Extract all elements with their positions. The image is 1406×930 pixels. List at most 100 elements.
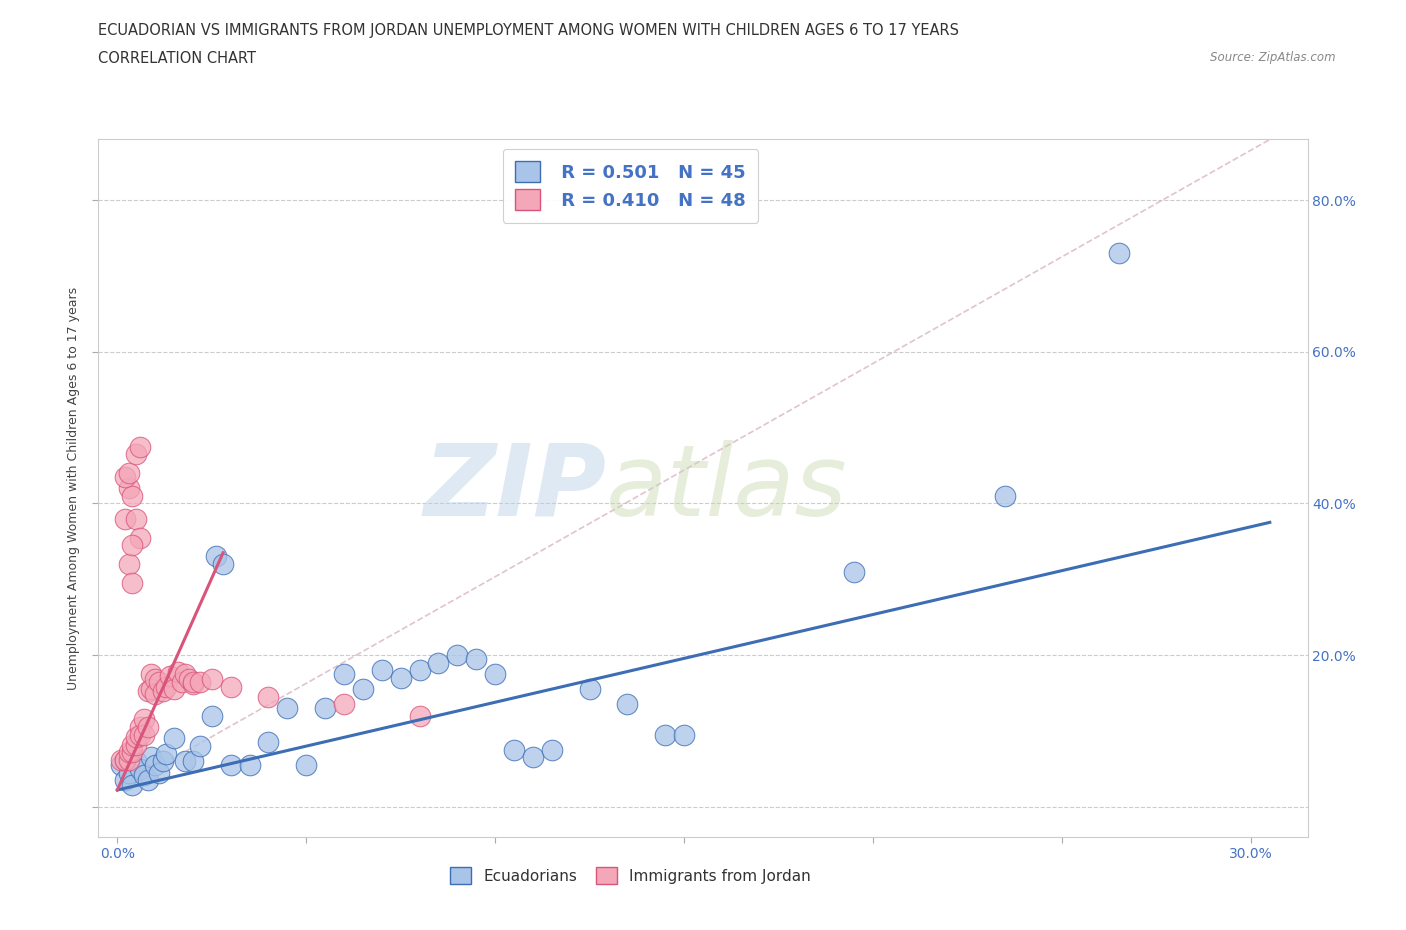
Point <box>118 466 141 481</box>
Point <box>163 731 186 746</box>
Point <box>114 752 136 767</box>
Point <box>121 538 143 552</box>
Point <box>129 439 152 454</box>
Point <box>314 700 336 715</box>
Point <box>152 753 174 768</box>
Point <box>118 481 141 496</box>
Point <box>114 512 136 526</box>
Point <box>118 557 141 572</box>
Point <box>152 684 174 698</box>
Point <box>541 742 564 757</box>
Point <box>118 765 141 780</box>
Point <box>219 758 242 773</box>
Text: ZIP: ZIP <box>423 440 606 537</box>
Point <box>141 667 163 682</box>
Point <box>125 737 148 752</box>
Point <box>190 738 212 753</box>
Point <box>174 753 197 768</box>
Point <box>179 671 201 686</box>
Y-axis label: Unemployment Among Women with Children Ages 6 to 17 years: Unemployment Among Women with Children A… <box>66 286 80 690</box>
Point <box>129 762 152 777</box>
Point <box>522 750 544 764</box>
Point <box>125 729 148 744</box>
Point <box>163 682 186 697</box>
Point <box>155 680 177 695</box>
Point <box>132 712 155 727</box>
Point <box>159 669 181 684</box>
Point <box>125 446 148 461</box>
Point <box>212 557 235 572</box>
Point <box>129 530 152 545</box>
Point <box>121 745 143 760</box>
Point <box>166 664 188 679</box>
Point <box>1108 246 1130 260</box>
Point <box>132 727 155 742</box>
Point <box>181 676 204 691</box>
Point <box>201 671 224 686</box>
Legend: Ecuadorians, Immigrants from Jordan: Ecuadorians, Immigrants from Jordan <box>443 859 818 892</box>
Text: Source: ZipAtlas.com: Source: ZipAtlas.com <box>1211 51 1336 64</box>
Point <box>257 735 280 750</box>
Point <box>143 687 166 702</box>
Point <box>371 663 394 678</box>
Point <box>446 647 468 662</box>
Point <box>129 720 152 735</box>
Point <box>136 684 159 698</box>
Point <box>114 752 136 767</box>
Point <box>132 767 155 782</box>
Point <box>141 682 163 697</box>
Point <box>143 758 166 773</box>
Point <box>121 778 143 793</box>
Point <box>578 682 600 697</box>
Point <box>389 671 412 685</box>
Point <box>136 773 159 788</box>
Point <box>125 753 148 768</box>
Point <box>219 680 242 695</box>
Point <box>844 565 866 579</box>
Point <box>181 674 204 689</box>
Point <box>295 758 318 773</box>
Text: CORRELATION CHART: CORRELATION CHART <box>98 51 256 66</box>
Point <box>484 667 506 682</box>
Point <box>201 709 224 724</box>
Point <box>465 651 488 666</box>
Point <box>114 470 136 485</box>
Point <box>181 753 204 768</box>
Point <box>114 773 136 788</box>
Point <box>333 697 356 711</box>
Point <box>118 752 141 767</box>
Point <box>110 758 132 773</box>
Point <box>190 674 212 689</box>
Point <box>143 671 166 686</box>
Point <box>129 727 152 742</box>
Point <box>155 746 177 761</box>
Point <box>110 752 132 767</box>
Point <box>148 765 170 780</box>
Point <box>427 656 450 671</box>
Point <box>503 742 526 757</box>
Point <box>118 745 141 760</box>
Point <box>333 667 356 682</box>
Point <box>204 549 226 564</box>
Point <box>174 667 197 682</box>
Point <box>257 689 280 704</box>
Point <box>141 750 163 764</box>
Point <box>673 727 696 742</box>
Point <box>408 663 430 678</box>
Text: ECUADORIAN VS IMMIGRANTS FROM JORDAN UNEMPLOYMENT AMONG WOMEN WITH CHILDREN AGES: ECUADORIAN VS IMMIGRANTS FROM JORDAN UNE… <box>98 23 959 38</box>
Point <box>994 488 1017 503</box>
Point <box>616 697 638 711</box>
Point <box>276 700 298 715</box>
Point <box>239 758 262 773</box>
Point <box>654 727 676 742</box>
Text: atlas: atlas <box>606 440 848 537</box>
Point <box>125 512 148 526</box>
Point <box>121 737 143 752</box>
Point <box>408 709 430 724</box>
Point <box>136 720 159 735</box>
Point <box>352 682 374 697</box>
Point <box>121 488 143 503</box>
Point <box>148 674 170 689</box>
Point <box>170 674 193 689</box>
Point <box>121 576 143 591</box>
